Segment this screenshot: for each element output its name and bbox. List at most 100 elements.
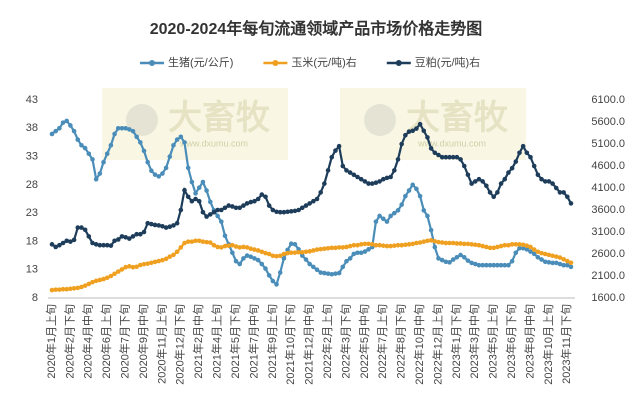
data-point — [314, 267, 320, 273]
data-point — [288, 250, 294, 255]
data-point — [79, 225, 84, 230]
y2-tick-label: 1600.0 — [591, 292, 625, 304]
y-tick-label: 43 — [26, 94, 38, 106]
watermark-text: 大畜牧 — [406, 98, 509, 137]
y2-tick-label: 6100.0 — [591, 94, 625, 106]
data-point — [358, 242, 364, 247]
data-point — [465, 258, 471, 263]
data-point — [53, 244, 58, 250]
data-point — [126, 264, 132, 269]
data-point — [325, 168, 331, 173]
data-point — [414, 240, 419, 246]
data-point — [465, 241, 471, 247]
data-point — [333, 271, 338, 276]
data-point — [101, 276, 106, 282]
data-point — [421, 208, 427, 213]
x-tick-label: 2020年12月下旬 — [173, 304, 187, 385]
data-point — [498, 262, 504, 268]
data-point — [347, 256, 353, 261]
data-point — [60, 240, 66, 246]
data-point — [487, 190, 493, 195]
data-point — [152, 259, 158, 265]
data-point — [506, 262, 511, 268]
data-point — [546, 252, 552, 258]
data-point — [403, 242, 408, 248]
data-point — [369, 242, 375, 247]
watermark-logo — [126, 104, 158, 136]
data-point — [266, 251, 272, 257]
series — [49, 118, 574, 287]
data-point — [553, 260, 559, 266]
data-point — [82, 283, 88, 288]
data-point — [60, 286, 66, 292]
data-point — [86, 234, 92, 239]
data-point — [259, 192, 265, 197]
data-point — [347, 243, 353, 249]
data-point — [307, 261, 312, 267]
data-point — [565, 194, 570, 200]
data-point — [495, 244, 500, 250]
data-point — [134, 134, 139, 140]
data-point — [432, 244, 438, 250]
data-point — [104, 275, 110, 281]
data-point — [244, 201, 250, 206]
data-point — [241, 244, 246, 250]
data-point — [450, 154, 456, 160]
data-point — [248, 246, 254, 252]
data-point — [237, 245, 243, 250]
data-point — [82, 145, 88, 151]
data-point — [215, 213, 220, 219]
data-point — [112, 238, 117, 244]
data-point — [495, 262, 500, 268]
x-tick-label: 2020年6月上旬 — [99, 304, 113, 379]
data-point — [248, 254, 254, 260]
y2-tick-label: 5600.0 — [591, 116, 625, 128]
data-point — [406, 129, 412, 134]
data-point — [417, 193, 423, 199]
data-point — [355, 242, 360, 248]
x-tick-label: 2023年10月上旬 — [541, 304, 555, 385]
data-point — [281, 251, 287, 257]
data-point — [93, 278, 99, 284]
data-point — [299, 253, 305, 258]
data-point — [57, 125, 62, 131]
data-point — [491, 245, 497, 251]
data-point — [101, 242, 106, 248]
data-point — [322, 270, 327, 276]
data-point — [454, 154, 460, 160]
data-point — [123, 264, 128, 270]
x-tick-label: 2022年2月上旬 — [320, 304, 334, 379]
data-point — [296, 249, 301, 255]
data-point — [461, 254, 467, 260]
data-point — [219, 245, 224, 250]
data-point — [160, 257, 165, 263]
data-point — [502, 242, 508, 248]
data-point — [75, 285, 81, 291]
data-point — [535, 172, 541, 178]
data-point — [185, 194, 191, 200]
x-tick-label: 2020年2月下旬 — [62, 304, 76, 379]
data-point — [259, 249, 265, 255]
data-point — [524, 243, 530, 248]
data-point — [288, 241, 294, 246]
data-point — [292, 208, 298, 214]
data-point — [476, 242, 482, 248]
data-point — [539, 250, 544, 256]
data-point — [196, 198, 202, 204]
data-point — [509, 165, 515, 171]
data-point — [414, 186, 419, 192]
data-point — [263, 250, 268, 256]
data-point — [130, 264, 136, 270]
data-point — [322, 246, 327, 252]
data-point — [461, 163, 467, 169]
data-point — [259, 261, 265, 267]
data-point — [281, 256, 287, 261]
data-point — [156, 258, 162, 264]
data-point — [255, 257, 261, 263]
data-point — [480, 262, 485, 268]
data-point — [318, 246, 324, 252]
data-point — [160, 223, 165, 229]
data-point — [557, 261, 563, 267]
data-point — [469, 260, 474, 266]
data-point — [104, 242, 110, 248]
